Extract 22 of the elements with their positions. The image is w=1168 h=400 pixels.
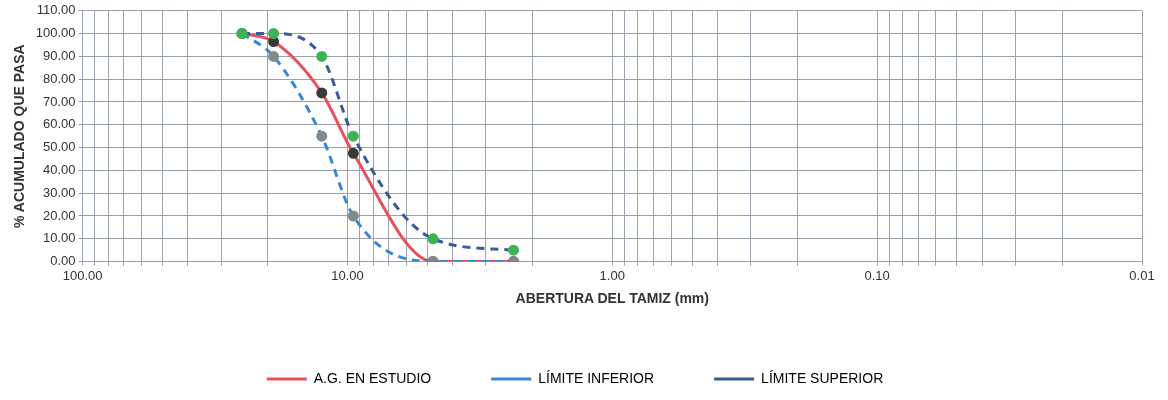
y-tick-label: 40.00 <box>43 161 76 177</box>
x-tick-label: 100.00 <box>62 267 103 283</box>
y-tick-label: 80.00 <box>43 70 76 86</box>
x-tick-label: 0.10 <box>864 267 890 283</box>
y-tick-label: 100.00 <box>35 25 76 41</box>
x-tick-label: 0.01 <box>1129 267 1155 283</box>
y-tick-label: 60.00 <box>43 116 76 132</box>
y-tick-label: 10.00 <box>43 230 76 246</box>
y-tick-label: 50.00 <box>43 139 76 155</box>
x-tick-label: 1.00 <box>599 267 625 283</box>
y-tick-label: 110.00 <box>36 2 76 18</box>
y-tick-label: 0.00 <box>50 253 76 269</box>
y-tick-label: 90.00 <box>43 47 76 63</box>
y-tick-label: 30.00 <box>43 184 76 200</box>
x-axis-title: ABERTURA DEL TAMIZ (mm) <box>515 290 709 307</box>
y-tick-label: 20.00 <box>43 207 76 223</box>
y-axis-title: % ACUMULADO QUE PASA <box>11 44 28 228</box>
x-tick-label: 10.00 <box>331 267 364 283</box>
y-tick-label: 70.00 <box>43 93 76 109</box>
legend-label: A.G. EN ESTUDIO <box>313 369 432 386</box>
legend-label: LÍMITE SUPERIOR <box>761 369 884 386</box>
legend-label: LÍMITE INFERIOR <box>538 369 655 386</box>
